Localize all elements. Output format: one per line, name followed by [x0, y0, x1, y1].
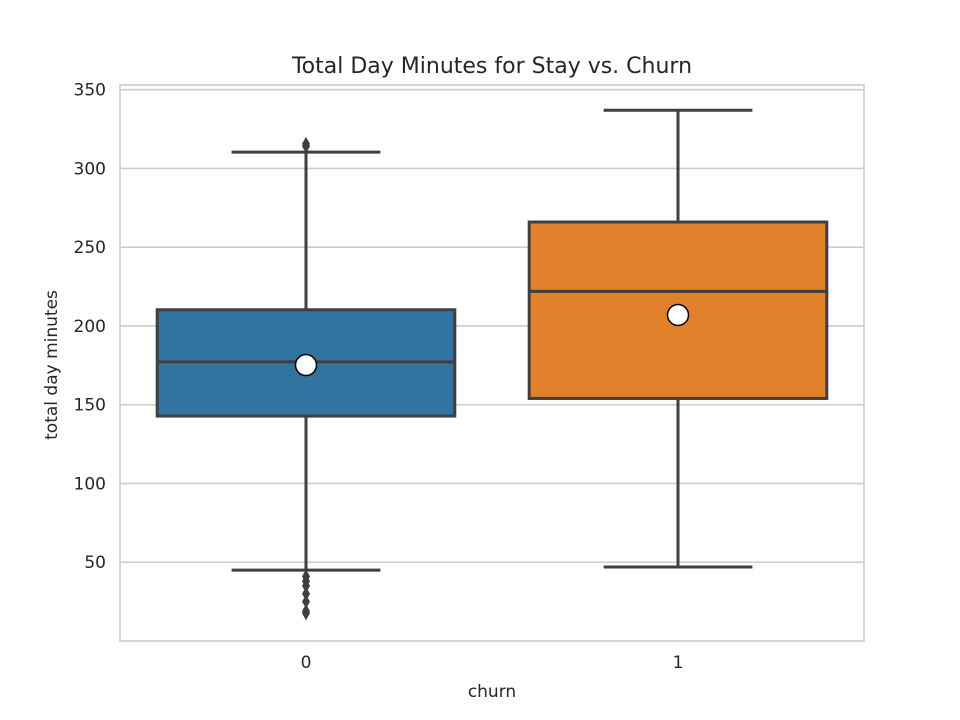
y-tick-label: 50: [84, 553, 106, 573]
x-tick-label: 1: [673, 653, 684, 673]
outlier-marker: [302, 606, 310, 621]
y-tick-label: 200: [74, 317, 106, 337]
boxes-layer: [155, 108, 829, 621]
box-group-0: [155, 136, 457, 621]
box-iqr: [527, 220, 829, 400]
y-tick-label: 100: [74, 474, 106, 494]
mean-marker: [666, 303, 690, 327]
x-tick-label: 0: [301, 653, 312, 673]
mean-marker: [294, 353, 318, 377]
outlier-marker: [302, 594, 310, 609]
plot-frame: [119, 84, 865, 642]
y-tick-label: 300: [74, 159, 106, 179]
y-tick-label: 350: [74, 81, 106, 101]
box-group-1: [527, 108, 829, 569]
y-tick-labels: 50 100 150 200 250 300 350: [74, 81, 106, 574]
y-tick-label: 250: [74, 238, 106, 258]
outlier-marker: [302, 586, 310, 601]
outlier-marker: [302, 578, 310, 593]
x-axis-label: churn: [468, 682, 516, 702]
plot-area: [119, 84, 865, 642]
chart-title: Total Day Minutes for Stay vs. Churn: [291, 54, 692, 79]
outlier-marker: [302, 139, 310, 154]
y-tick-label: 150: [74, 396, 106, 416]
y-axis-label: total day minutes: [42, 290, 62, 440]
